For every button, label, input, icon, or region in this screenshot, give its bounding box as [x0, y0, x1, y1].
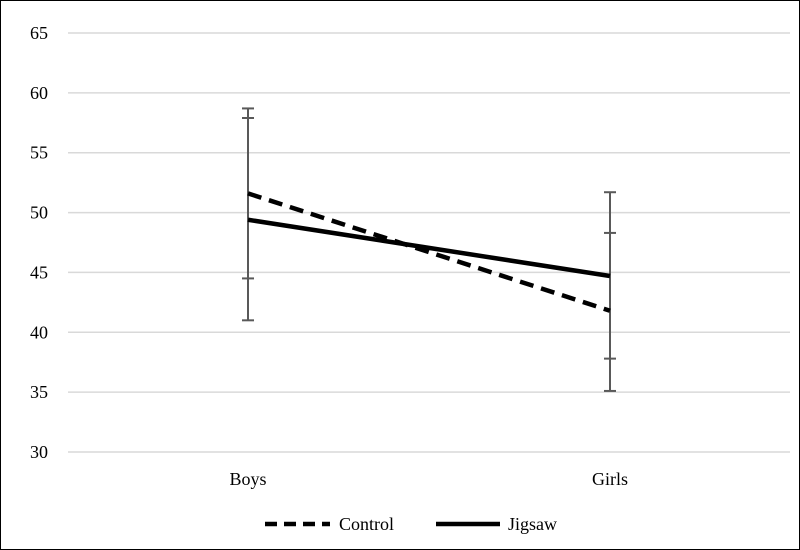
- y-tick-label: 35: [30, 382, 48, 402]
- x-category-label: Girls: [592, 469, 628, 489]
- y-axis-tick-labels: 30 35 40 45 50 55 60 65: [30, 23, 48, 462]
- y-tick-label: 45: [30, 262, 48, 282]
- legend-label-control: Control: [339, 514, 394, 534]
- y-tick-label: 55: [30, 143, 48, 163]
- legend: Control Jigsaw: [265, 514, 557, 534]
- legend-label-jigsaw: Jigsaw: [508, 514, 557, 534]
- x-axis-category-labels: Boys Girls: [229, 469, 628, 489]
- y-tick-label: 40: [30, 322, 48, 342]
- series-line-control: [247, 191, 611, 313]
- series-line-jigsaw: [247, 217, 611, 279]
- y-tick-label: 65: [30, 23, 48, 43]
- y-tick-label: 30: [30, 442, 48, 462]
- gridlines: [68, 32, 790, 453]
- x-category-label: Boys: [229, 469, 266, 489]
- y-tick-label: 50: [30, 203, 48, 223]
- error-bars: [242, 107, 616, 392]
- series-lines: [247, 191, 611, 313]
- y-tick-label: 60: [30, 83, 48, 103]
